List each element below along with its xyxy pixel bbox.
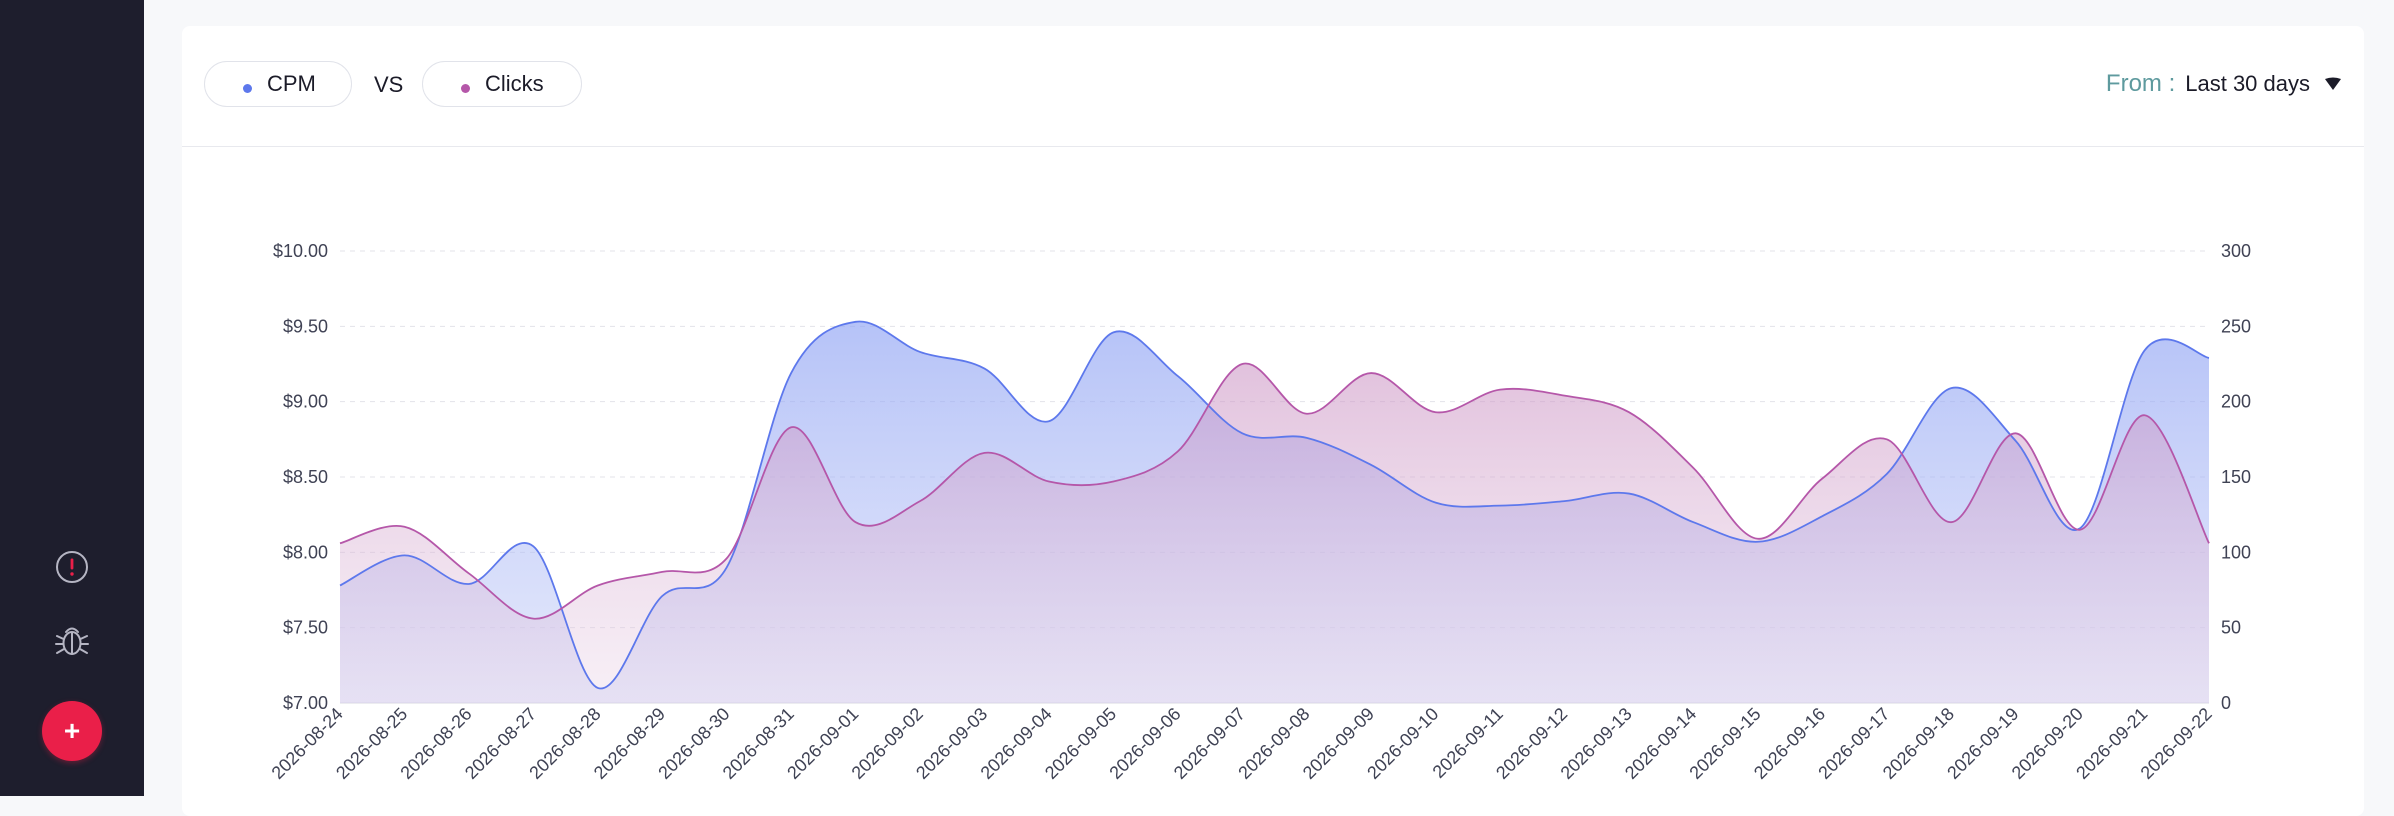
y-left-tick-label: $9.50 [283,316,328,336]
alert-icon[interactable] [53,548,91,586]
chart-header: CPM VS Clicks From : Last 30 days [182,26,2364,147]
y-right-tick-label: 250 [2221,316,2251,336]
clicks-series-toggle[interactable]: Clicks [422,61,582,107]
clicks-label: Clicks [485,71,544,96]
y-left-tick-label: $8.50 [283,467,328,487]
y-right-tick-label: 100 [2221,542,2251,562]
date-range-select[interactable]: Last 30 days [2185,71,2310,96]
cpm-dot-icon [243,84,252,93]
y-right-tick-label: 200 [2221,392,2251,412]
cpm-series-toggle[interactable]: CPM [204,61,352,107]
y-right-tick-label: 150 [2221,467,2251,487]
sidebar: + [0,0,144,796]
clicks-line [339,362,2210,620]
y-left-tick-label: $10.00 [273,241,328,261]
vs-label: VS [374,72,404,97]
caret-down-icon[interactable] [2324,77,2342,91]
cpm-label: CPM [267,71,316,96]
date-range-filter: From : Last 30 days [2106,70,2342,98]
add-button[interactable]: + [42,701,102,761]
clicks-area [340,363,2209,703]
y-right-tick-label: 50 [2221,618,2241,638]
y-left-tick-label: $7.50 [283,618,328,638]
clicks-dot-icon [461,84,470,93]
cpm-line [339,320,2210,690]
y-left-tick-label: $9.00 [283,392,328,412]
y-left-tick-label: $7.00 [283,693,328,713]
y-right-tick-label: 300 [2221,241,2251,261]
cpm-vs-clicks-chart: $7.00 $7.50 $8.00 $8.50 $9.00 $9.50 $10.00 0 50 1… [268,241,2251,783]
from-label: From : [2105,70,2176,97]
y-right-tick-label: 0 [2221,693,2231,713]
bug-icon[interactable] [50,618,94,662]
y-left-tick-label: $8.00 [283,542,328,562]
